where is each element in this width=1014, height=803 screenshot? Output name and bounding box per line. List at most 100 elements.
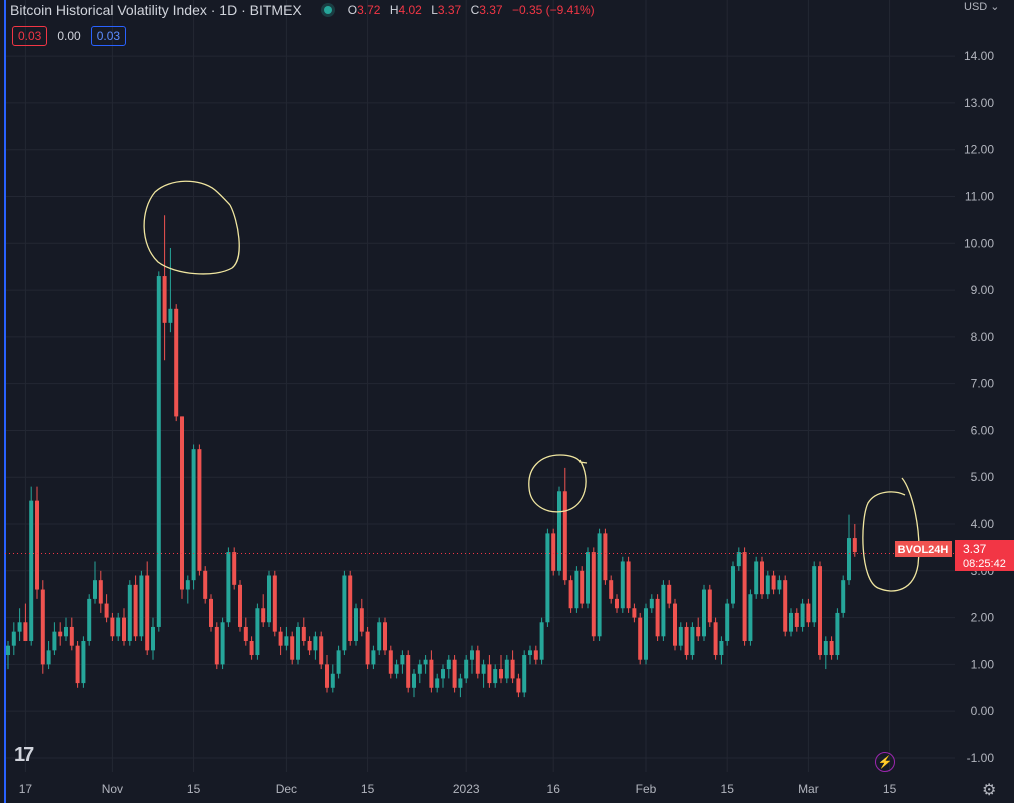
candle — [644, 603, 648, 665]
chart-title[interactable]: Bitcoin Historical Volatility Index · 1D… — [10, 2, 302, 18]
candle-body — [272, 575, 277, 632]
candle-body — [423, 659, 428, 665]
candle-body — [829, 640, 834, 656]
chevron-down-icon: ⌄ — [990, 1, 1000, 13]
candle-body — [812, 566, 817, 623]
candle — [655, 594, 660, 641]
candle-body — [516, 678, 521, 693]
y-tick-label: 5.00 — [971, 470, 995, 484]
low-value: 3.37 — [437, 3, 462, 17]
candle — [441, 664, 445, 688]
candle-body — [504, 659, 509, 679]
candle-body — [446, 659, 451, 670]
candle-body — [667, 584, 672, 604]
close-value: 3.37 — [479, 3, 503, 17]
y-tick-label: 10.00 — [964, 236, 994, 250]
candle-body — [46, 650, 51, 665]
candle-body — [841, 580, 846, 613]
candle-body — [475, 650, 480, 674]
candle — [423, 655, 428, 674]
candle — [667, 580, 672, 609]
candle — [580, 566, 585, 609]
candle-body — [238, 584, 242, 627]
x-axis[interactable]: 17 Nov 15 Dec 15 2023 16 Feb 15 Mar 15 — [19, 782, 897, 796]
y-tick-label: 2.00 — [971, 611, 995, 625]
y-tick-label: 6.00 — [971, 423, 995, 437]
candle — [133, 575, 138, 641]
candle — [69, 617, 74, 651]
candle-body — [707, 589, 712, 623]
y-tick-label: 4.00 — [971, 517, 995, 531]
x-tick-label: 15 — [721, 782, 735, 796]
candle-body — [336, 650, 341, 674]
y-axis[interactable]: 14.00 13.00 12.00 11.00 10.00 9.00 8.00 7.00 6.0… — [964, 49, 994, 765]
candle — [313, 631, 318, 660]
candle — [261, 594, 266, 627]
candle-body — [6, 645, 10, 656]
candle-body — [823, 640, 828, 656]
candle-body — [533, 650, 538, 660]
price-tag-symbol-box — [895, 541, 952, 557]
candle — [267, 570, 271, 627]
candle-body — [29, 500, 34, 641]
candle-body — [69, 626, 74, 646]
candle-body — [290, 636, 295, 660]
candle-body — [23, 622, 28, 641]
candle-body — [232, 552, 237, 585]
gear-icon[interactable]: ⚙ — [982, 782, 997, 799]
price-tag-countdown: 08:25:42 — [963, 558, 1006, 570]
indicator-value-1[interactable]: 0.03 — [12, 26, 48, 46]
candle — [191, 444, 196, 590]
y-tick-label: 0.00 — [971, 704, 995, 718]
y-tick-label: 11.00 — [965, 190, 994, 204]
candle — [707, 584, 712, 627]
candle — [127, 580, 132, 646]
price-tag-price-box — [955, 540, 1014, 571]
lightning-icon[interactable]: ⚡ — [875, 752, 895, 772]
candle-body — [470, 650, 474, 660]
candle-body — [620, 561, 625, 609]
candle — [232, 547, 237, 590]
candle-body — [122, 617, 126, 641]
candle — [591, 547, 596, 641]
candle-body — [98, 580, 103, 604]
candle-body — [81, 640, 86, 684]
candle-body — [800, 603, 805, 627]
candle — [388, 645, 393, 679]
candle-body — [110, 617, 115, 637]
candle-body — [574, 570, 579, 609]
currency-selector[interactable]: USD ⌄ — [964, 0, 1000, 13]
candle-body — [649, 598, 654, 609]
candle — [603, 528, 608, 585]
candle-body — [452, 659, 457, 688]
x-tick-label: 16 — [547, 782, 561, 796]
candle — [794, 608, 799, 632]
candle-body — [93, 580, 97, 599]
candle-body — [214, 626, 219, 665]
candle — [11, 622, 16, 656]
candle — [545, 528, 550, 627]
candle — [736, 547, 741, 571]
candle-body — [736, 552, 741, 567]
candle — [110, 612, 115, 641]
candle — [678, 622, 683, 651]
candle-body — [713, 622, 718, 656]
price-tag-price: 3.37 — [963, 542, 987, 556]
candle — [696, 617, 701, 641]
candle-body — [852, 538, 857, 553]
chart-grid — [5, 0, 955, 772]
x-tick-label: 15 — [883, 782, 897, 796]
x-tick-label: 17 — [19, 782, 33, 796]
x-tick-label: Dec — [276, 782, 297, 796]
candle — [435, 673, 440, 693]
candle-body — [354, 608, 358, 641]
candle — [278, 626, 283, 656]
candle — [75, 640, 80, 688]
candle-body — [296, 626, 300, 660]
indicator-values: 0.03 0.00 0.03 — [12, 26, 127, 46]
tradingview-logo-icon[interactable]: 17 — [14, 744, 34, 766]
indicator-value-3[interactable]: 0.03 — [90, 26, 127, 46]
candle — [406, 650, 411, 693]
candle — [301, 617, 306, 646]
